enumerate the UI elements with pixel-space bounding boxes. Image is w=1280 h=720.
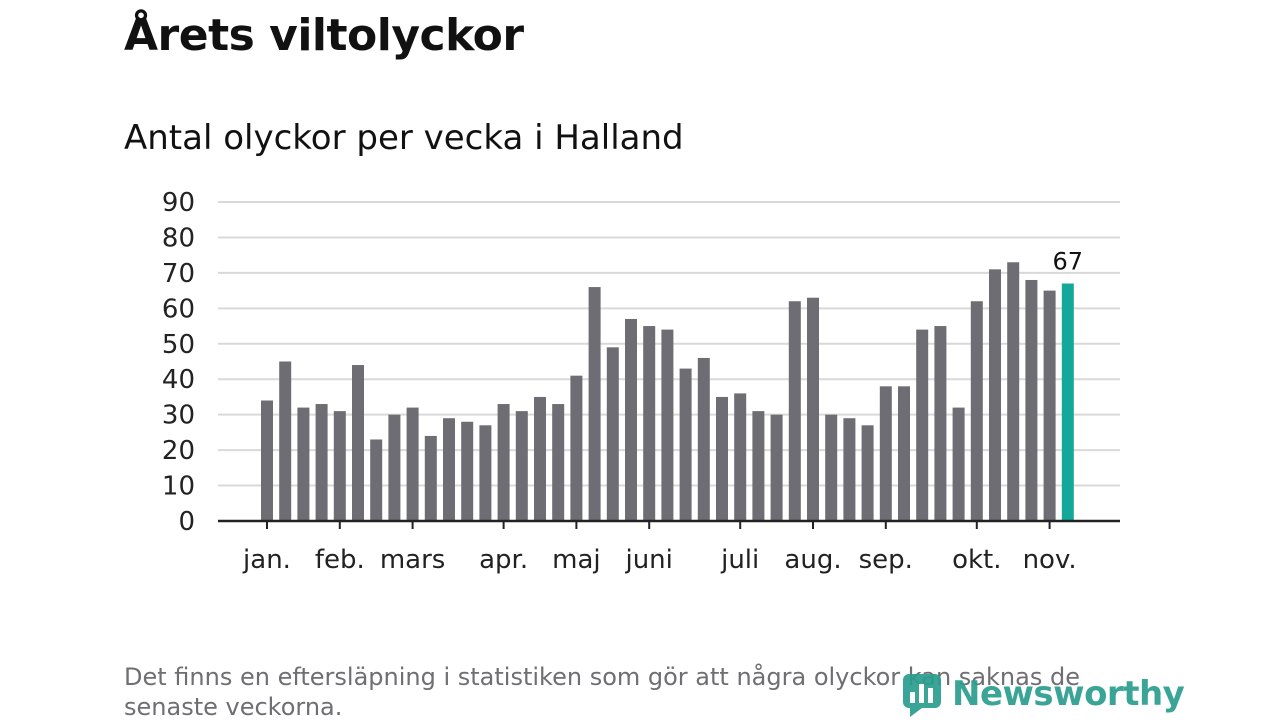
data-label-latest-week: 67: [1053, 248, 1084, 276]
x-tick-label: feb.: [315, 545, 365, 575]
bar: [952, 407, 965, 521]
newsworthy-bar-chart-logo-icon: [903, 674, 941, 717]
bar: [461, 421, 474, 521]
y-tick-label: 80: [162, 223, 195, 253]
bar: [970, 301, 983, 521]
bar: [279, 361, 292, 521]
bar: [479, 425, 492, 521]
bar: [333, 411, 346, 521]
bar: [934, 326, 947, 521]
bar: [261, 400, 273, 521]
x-tick-label: juni: [624, 545, 672, 575]
chart-subtitle: Antal olyckor per vecka i Halland: [124, 118, 684, 158]
y-tick-label: 70: [162, 259, 195, 289]
bar: [406, 407, 419, 521]
bar: [1043, 290, 1056, 521]
x-tick-label: sep.: [859, 545, 913, 575]
bar: [788, 301, 801, 521]
bar: [770, 414, 783, 521]
bar: [1025, 279, 1038, 521]
bar: [388, 414, 401, 521]
x-tick-label: jan.: [242, 545, 291, 575]
y-tick-label: 10: [162, 472, 195, 502]
y-axis-tick-labels: 0 10 20 30 40 50 60 70 80 90: [162, 188, 195, 537]
x-tick-label: aug.: [784, 545, 841, 575]
bar: [606, 347, 619, 521]
bar: [534, 396, 546, 521]
x-tick-label: apr.: [479, 545, 528, 575]
bar: [588, 287, 601, 521]
bars: [261, 262, 1074, 521]
y-tick-label: 90: [162, 188, 195, 218]
bar: [843, 418, 856, 521]
y-tick-label: 60: [162, 294, 195, 324]
x-axis-tick-labels: jan. feb. mars apr. maj juni juli aug. sep. okt. n…: [242, 545, 1077, 575]
bar: [752, 411, 765, 521]
bar: [315, 404, 328, 521]
bar: [716, 396, 728, 521]
bar: [879, 386, 892, 521]
bar: [424, 435, 437, 521]
y-tick-label: 20: [162, 436, 195, 466]
bar: [297, 407, 310, 521]
x-tick-label: juli: [720, 545, 759, 575]
bar: [370, 439, 383, 521]
brand-name: Newsworthy: [952, 674, 1185, 714]
chart-title: Årets viltolyckor: [124, 10, 524, 61]
bar: [734, 393, 747, 521]
bar: [898, 386, 910, 521]
x-axis: [218, 519, 1120, 529]
x-tick-label: mars: [380, 545, 446, 575]
x-tick-label: okt.: [952, 545, 1001, 575]
bar: [825, 414, 838, 521]
bar: [443, 418, 455, 521]
y-tick-label: 30: [162, 401, 195, 431]
bar: [643, 326, 656, 521]
newsworthy-brand: Newsworthy: [902, 670, 1185, 718]
bar: [1007, 262, 1020, 521]
x-tick-label: maj: [552, 545, 600, 575]
bar: [661, 329, 674, 521]
bar: [861, 425, 874, 521]
bar: [352, 365, 364, 521]
bar: [679, 368, 692, 521]
bar: [807, 297, 819, 521]
value-labels: 67: [1053, 248, 1084, 276]
bar: [625, 318, 637, 521]
y-tick-label: 50: [162, 330, 195, 360]
x-tick-label: nov.: [1023, 545, 1077, 575]
bar-highlighted: [1061, 283, 1074, 521]
bar: [916, 329, 929, 521]
bar: [989, 269, 1001, 521]
bar: [570, 375, 583, 521]
bar: [552, 404, 565, 521]
y-tick-label: 0: [178, 507, 195, 537]
y-tick-label: 40: [162, 365, 195, 395]
bar: [515, 411, 528, 521]
bar: [697, 357, 710, 521]
bar: [497, 404, 510, 521]
